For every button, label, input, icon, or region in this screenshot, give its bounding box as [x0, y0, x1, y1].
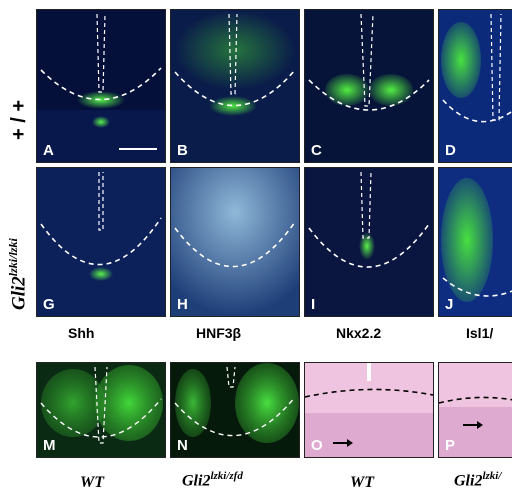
- scale-bar: [119, 148, 157, 150]
- panel-m: M: [36, 362, 166, 458]
- genotype-label-n-base: Gli2: [182, 472, 211, 490]
- panel-b: B: [170, 9, 300, 163]
- panel-label-h: H: [177, 296, 188, 313]
- column-label-hnf3b: HNF3β: [196, 325, 242, 341]
- row-label-gli2-sup: lzki/lzki: [6, 238, 20, 277]
- panel-label-j: J: [445, 296, 454, 313]
- genotype-label-o: WT: [350, 474, 374, 491]
- genotype-label-n: Gli2lzki/zfd: [182, 470, 243, 490]
- column-label-nkx22: Nkx2.2: [336, 325, 382, 341]
- row-label-gli2-lzki: Gli2lzki/lzki: [6, 238, 30, 310]
- panel-p: P: [438, 362, 512, 458]
- panel-j: J: [438, 167, 512, 317]
- panel-label-m: M: [43, 437, 56, 454]
- genotype-label-p-sup: lzki/: [482, 470, 502, 482]
- row-label-wildtype: + / +: [8, 99, 30, 140]
- panel-label-c: C: [311, 142, 322, 159]
- panel-n: N: [170, 362, 300, 458]
- genotype-label-n-sup: lzki/zfd: [210, 470, 243, 482]
- genotype-label-p: Gli2lzki/: [454, 470, 501, 490]
- panel-i: I: [304, 167, 434, 317]
- column-label-isl1: Isl1/: [466, 325, 494, 341]
- panel-label-a: A: [43, 142, 54, 159]
- panel-a: A: [36, 9, 166, 163]
- panel-label-o: O: [311, 437, 323, 454]
- panel-g: G: [36, 167, 166, 317]
- panel-label-p: P: [445, 437, 456, 454]
- panel-h: H: [170, 167, 300, 317]
- genotype-label-p-base: Gli2: [454, 472, 483, 490]
- panel-label-n: N: [177, 437, 188, 454]
- panel-o: O: [304, 362, 434, 458]
- row-label-gli2-base: Gli2: [8, 276, 30, 310]
- panel-label-g: G: [43, 296, 55, 313]
- panel-d: D: [438, 9, 512, 163]
- genotype-label-m: WT: [80, 474, 104, 491]
- panel-label-b: B: [177, 142, 188, 159]
- panel-label-i: I: [311, 296, 316, 313]
- panel-c: C: [304, 9, 434, 163]
- column-label-shh: Shh: [68, 325, 95, 341]
- panel-label-d: D: [445, 142, 456, 159]
